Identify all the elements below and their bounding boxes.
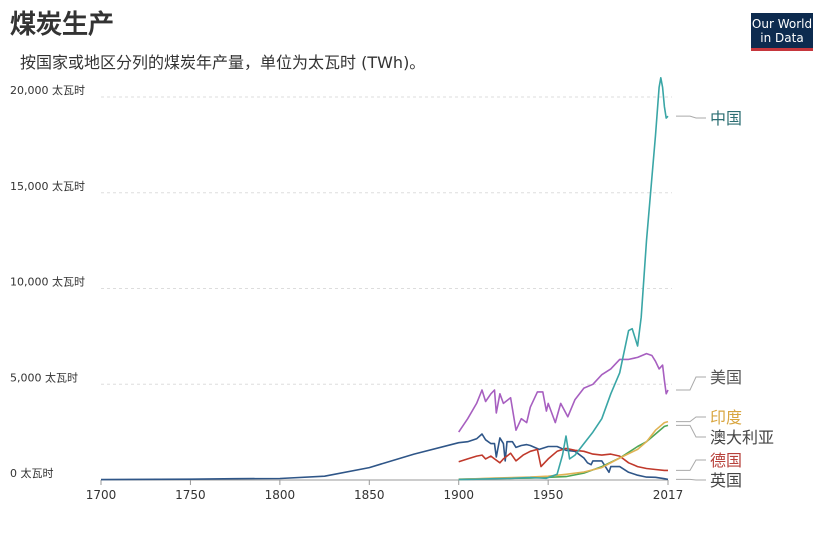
grid-lines	[101, 96, 672, 385]
chart-title: 煤炭生产	[10, 10, 115, 40]
x-axis: 1700 1750 1800 1850 1900 1950 2017	[86, 479, 684, 502]
label-connector	[676, 459, 706, 471]
series-label[interactable]: 英国	[710, 471, 742, 490]
label-connector	[676, 416, 706, 423]
owid-logo[interactable]: Our World in Data	[751, 13, 813, 51]
series-label[interactable]: 中国	[710, 109, 742, 128]
series-label[interactable]: 澳大利亚	[710, 428, 774, 447]
y-tick-label: 10,000 太瓦时	[10, 276, 85, 289]
series-line-美国[interactable]	[458, 352, 669, 433]
x-tick-label: 1800	[265, 488, 296, 502]
logo-line-1: Our World	[751, 17, 813, 31]
x-tick-label: 2017	[653, 488, 684, 502]
label-connector	[676, 115, 706, 119]
series-label[interactable]: 美国	[710, 368, 742, 387]
label-connector	[676, 478, 706, 481]
y-axis-ticks: 0 太瓦时 5,000 太瓦时 10,000 太瓦时 15,000 太瓦时 20,000…	[10, 84, 85, 480]
label-connector	[676, 376, 706, 391]
y-tick-label: 20,000 太瓦时	[10, 84, 85, 97]
series-line-德国[interactable]	[458, 447, 668, 472]
label-connector	[676, 424, 706, 438]
y-tick-label: 15,000 太瓦时	[10, 180, 85, 193]
x-tick-label: 1700	[86, 488, 117, 502]
series-line-英国[interactable]	[100, 433, 669, 481]
logo-line-2: in Data	[760, 31, 804, 45]
series-label[interactable]: 印度	[710, 408, 742, 427]
y-tick-label: 0 太瓦时	[10, 467, 54, 480]
x-tick-label: 1850	[354, 488, 385, 502]
series-line-中国[interactable]	[458, 77, 669, 481]
series-lines	[100, 77, 669, 481]
series-label[interactable]: 德国	[710, 451, 742, 470]
x-tick-label: 1750	[175, 488, 206, 502]
y-tick-label: 5,000 太瓦时	[10, 371, 78, 384]
chart-subtitle: 按国家或地区分列的煤炭年产量，单位为太瓦时 (TWh)。	[20, 53, 426, 72]
x-tick-label: 1900	[443, 488, 474, 502]
x-tick-label: 1950	[533, 488, 564, 502]
